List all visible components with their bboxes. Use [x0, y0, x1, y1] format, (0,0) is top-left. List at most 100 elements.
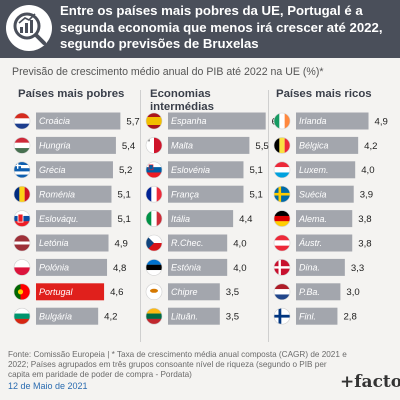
bar — [168, 307, 220, 325]
bar — [168, 258, 228, 276]
bar-category-label: Eslovénia — [171, 165, 210, 175]
bar-value-label: 4,9 — [375, 116, 388, 127]
hungary-flag-icon — [14, 137, 30, 154]
bar-category-label: França — [171, 189, 199, 199]
bar — [168, 210, 234, 228]
bar — [296, 112, 369, 130]
bar-category-label: Espanha — [171, 116, 207, 126]
bar-value-label: 3,5 — [226, 312, 239, 323]
brand-logo: +factos — [340, 372, 400, 392]
bar — [36, 185, 112, 203]
bar-category-label: Suécia — [299, 189, 327, 199]
italy-flag-icon — [146, 210, 162, 227]
romania-flag-icon — [14, 186, 30, 203]
bar-category-label: Irlanda — [299, 116, 327, 126]
ireland-flag-icon — [274, 113, 290, 129]
bar-category-label: Portugal — [39, 287, 74, 297]
bar — [296, 185, 354, 203]
estonia-flag-icon — [146, 259, 162, 276]
slovakia-flag-icon — [14, 210, 30, 227]
flag-outline — [13, 283, 31, 301]
bar-value-label: 4,0 — [233, 263, 246, 274]
header-banner: Entre os países mais pobres da UE, Portu… — [0, 0, 400, 58]
bar-value-label: 3,9 — [360, 190, 373, 201]
bar-value-label: 3,0 — [346, 287, 359, 298]
bar — [296, 283, 341, 301]
flag-outline — [273, 210, 291, 227]
bar — [168, 112, 266, 130]
bar-value-label: 4,0 — [233, 238, 246, 249]
flag-outline — [273, 259, 291, 276]
bar-value-label: 2,8 — [343, 312, 356, 323]
bar-category-label: P.Ba. — [299, 287, 320, 297]
bar-category-label: Malta — [171, 141, 193, 151]
publish-date: 12 de Maio de 2021 — [8, 381, 88, 391]
bar-value-label: 5,1 — [117, 214, 130, 225]
bar — [296, 210, 353, 228]
flag-outline — [13, 307, 31, 325]
flag-outline — [13, 234, 31, 252]
flag-outline — [273, 112, 291, 130]
bar-value-label: 4,8 — [113, 263, 126, 274]
bar-value-label: 5,1 — [249, 165, 262, 176]
bar-value-label: 4,4 — [239, 214, 253, 225]
bar-category-label: Chipre — [171, 287, 198, 297]
bulgaria-flag-icon — [14, 308, 30, 325]
flag-outline — [273, 137, 291, 154]
bar-category-label: Finl. — [299, 311, 316, 321]
bar — [296, 234, 353, 252]
bar-value-label: 3,8 — [358, 214, 371, 225]
bar-category-label: Lituân. — [171, 311, 198, 321]
magnifier-chart-icon — [6, 5, 52, 51]
chart-subtitle: Previsão de crescimento médio anual do P… — [12, 66, 324, 78]
flag-outline — [13, 112, 31, 130]
portugal-flag-icon — [14, 283, 30, 300]
flag-outline — [273, 161, 291, 179]
netherlands-flag-icon — [274, 283, 290, 300]
bar-value-label: 5,2 — [119, 165, 132, 176]
column-separator — [268, 90, 269, 342]
group-title-richest: Países mais ricos — [276, 88, 372, 100]
bar-value-label: 4,6 — [110, 287, 123, 298]
flag-outline — [13, 185, 31, 203]
flag-outline — [13, 210, 31, 227]
bar — [168, 185, 244, 203]
bar — [168, 161, 244, 179]
flag-outline — [145, 210, 163, 227]
sweden-flag-icon — [274, 186, 290, 203]
bar-category-label: Roménia — [39, 189, 75, 199]
bar-category-label: Bélgica — [299, 141, 329, 151]
bar — [296, 307, 338, 325]
flag-outline — [145, 137, 163, 154]
group-title-intermediate: Economias intermédias — [150, 88, 214, 113]
bar — [36, 136, 116, 154]
bar-value-label: 4,9 — [115, 238, 128, 249]
bar — [168, 136, 250, 154]
austria-flag-icon — [274, 235, 290, 251]
bar — [36, 307, 99, 325]
bar-value-label: 3,5 — [226, 287, 239, 298]
france-flag-icon — [146, 186, 162, 203]
column-separator — [140, 90, 141, 342]
bar-value-label: 4,0 — [361, 165, 374, 176]
denmark-flag-icon — [274, 259, 290, 276]
bar — [36, 112, 121, 130]
malta-flag-icon — [146, 137, 162, 154]
flag-outline — [273, 307, 291, 325]
headline: Entre os países mais pobres da UE, Portu… — [60, 3, 383, 51]
bar-category-label: Croácia — [39, 116, 70, 126]
bar-value-label: 5,1 — [117, 190, 130, 201]
latvia-flag-icon — [14, 235, 30, 251]
bar-value-label: 4,2 — [364, 141, 377, 152]
bar-category-label: Letónia — [39, 238, 69, 248]
bar-value-label: 5,4 — [122, 141, 136, 152]
finland-flag-icon — [274, 308, 290, 325]
flag-outline — [13, 137, 31, 154]
bar-value-label: 5,5 — [255, 141, 268, 152]
bar — [36, 283, 105, 301]
greece-flag-icon — [14, 161, 30, 178]
flag-outline — [145, 259, 163, 276]
flag-outline — [145, 161, 163, 179]
bar-category-label: Itália — [171, 214, 190, 224]
